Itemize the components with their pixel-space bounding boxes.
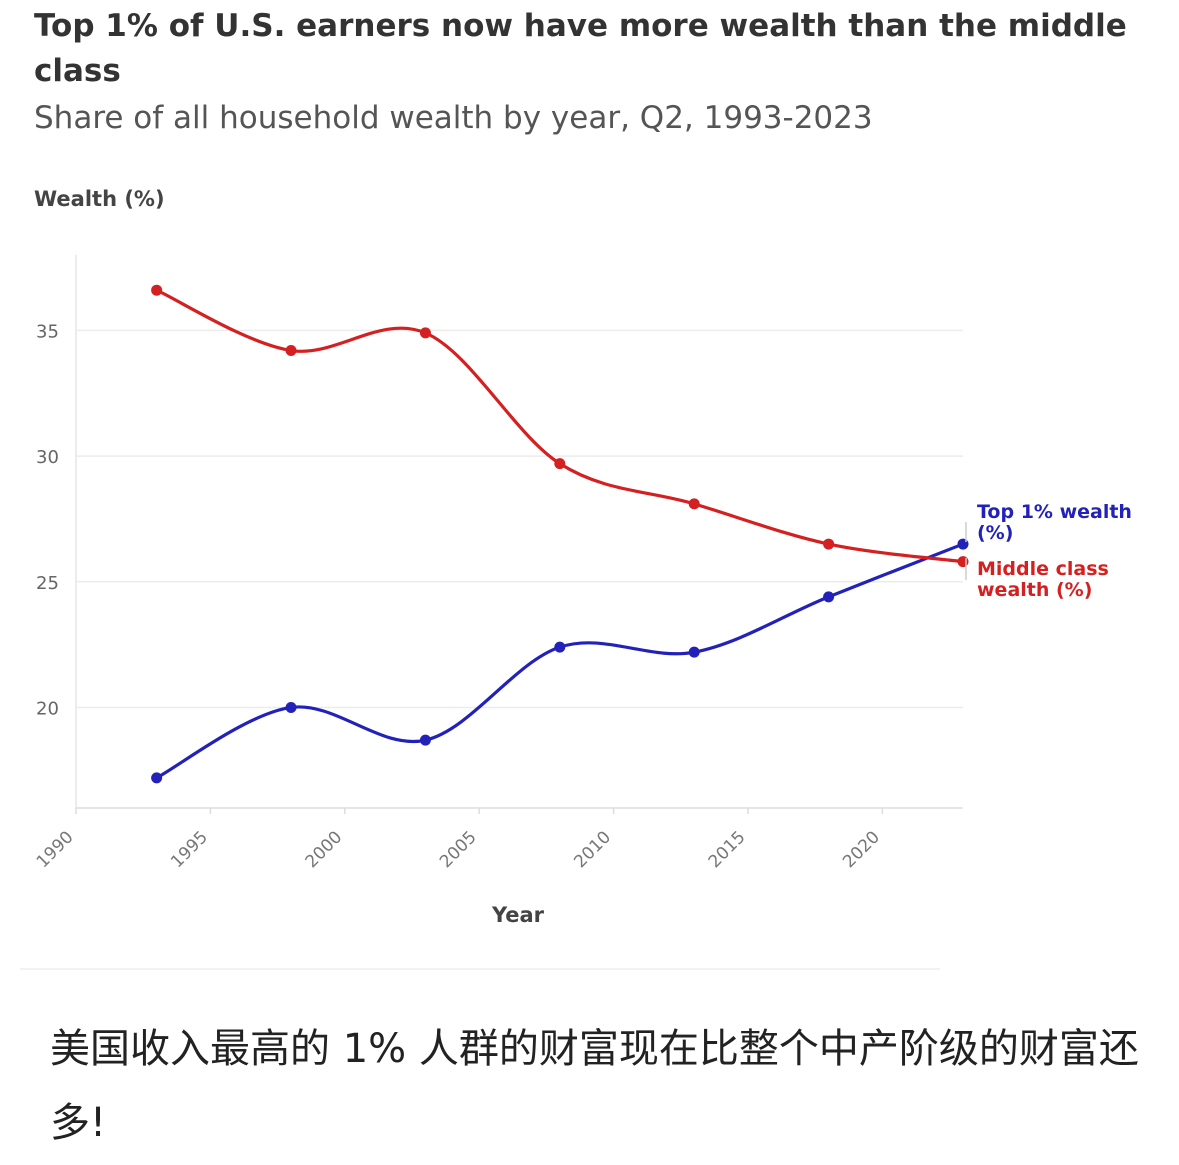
- data-point: [823, 538, 835, 550]
- data-point: [957, 538, 969, 550]
- x-tick-label: 2020: [839, 827, 884, 872]
- data-point: [151, 772, 163, 784]
- data-point: [554, 641, 566, 653]
- series-line: [155, 542, 965, 780]
- x-tick-label: 2010: [570, 827, 615, 872]
- y-tick-label: 20: [36, 698, 59, 719]
- series-label: Middle class: [977, 558, 1109, 580]
- divider: [20, 968, 940, 970]
- caption-text: 美国收入最高的 1% 人群的财富现在比整个中产阶级的财富还多!: [50, 1026, 1139, 1146]
- chart-title: Top 1% of U.S. earners now have more wea…: [34, 8, 1127, 89]
- data-point: [419, 734, 431, 746]
- data-point: [957, 556, 969, 568]
- chart-subtitle: Share of all household wealth by year, Q…: [34, 100, 873, 136]
- data-point: [419, 327, 431, 339]
- series-label: Top 1% wealth: [977, 501, 1132, 523]
- series-label: wealth (%): [977, 579, 1092, 601]
- x-tick-label: 2000: [302, 827, 347, 872]
- x-axis-label: Year: [491, 903, 545, 927]
- y-axis-label: Wealth (%): [34, 187, 165, 211]
- x-tick-label: 2015: [705, 827, 750, 872]
- x-tick-label: 1995: [167, 827, 212, 872]
- data-point: [285, 701, 297, 713]
- y-tick-label: 35: [36, 321, 59, 342]
- data-point: [688, 498, 700, 510]
- chart-card: Top 1% of U.S. earners now have more wea…: [20, 8, 1132, 970]
- y-tick-label: 30: [36, 447, 59, 468]
- x-tick-label: 1990: [33, 827, 78, 872]
- x-tick-label: 2005: [436, 827, 481, 872]
- data-point: [688, 646, 700, 658]
- y-tick-label: 25: [36, 573, 59, 594]
- data-point: [151, 284, 163, 296]
- line-chart: 20 25 30 35 1990 1995 2000 2005 2010 2015 2020 Year…: [33, 255, 1132, 927]
- data-point: [285, 345, 297, 357]
- data-point: [823, 591, 835, 603]
- series-label: (%): [977, 522, 1013, 544]
- data-point: [554, 458, 566, 470]
